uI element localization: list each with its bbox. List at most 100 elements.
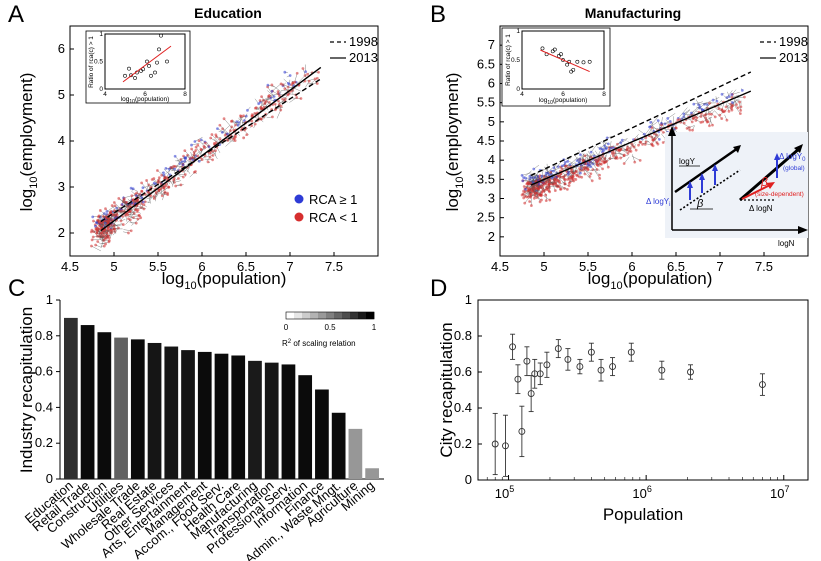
rca-low-point bbox=[267, 94, 271, 98]
rca-low-point bbox=[149, 194, 153, 198]
panel-b-x-ticks: 4.5 5 5.5 6 6.5 7 7.5 bbox=[491, 252, 773, 274]
rca-low-point bbox=[578, 167, 581, 170]
rca-high-point bbox=[131, 187, 135, 191]
rca-low-point bbox=[112, 209, 116, 213]
migration-arrow bbox=[542, 186, 546, 196]
rca-high-point bbox=[648, 125, 651, 129]
panel-a-legend-rca-hi: RCA ≥ 1 bbox=[309, 192, 357, 207]
inset-point bbox=[571, 67, 576, 72]
inset-x-tick-label: 4 bbox=[520, 91, 524, 98]
rca-low-point bbox=[295, 96, 299, 99]
rca-low-point bbox=[661, 141, 665, 144]
x-tick-label: 6.5 bbox=[237, 259, 255, 274]
rca-high-point bbox=[725, 96, 729, 100]
rca-high-point bbox=[692, 102, 696, 106]
rca-low-point bbox=[163, 176, 167, 180]
x-tick-label: 6 bbox=[628, 259, 635, 274]
bar-wholesale-trade bbox=[130, 339, 145, 479]
rca-low-point bbox=[122, 209, 126, 213]
rca-high-point bbox=[91, 215, 95, 219]
x-tick-label: 7.5 bbox=[325, 259, 343, 274]
rca-low-point bbox=[192, 153, 196, 157]
rca-low-point bbox=[735, 103, 738, 107]
panel-a-inset: 4 6 8 0 0.5 1 Ratio of rca(c) > 1 log10(popul… bbox=[85, 30, 191, 105]
rca-high-point bbox=[520, 173, 524, 177]
rca-low-point bbox=[291, 81, 295, 85]
colorbar-tick-label: 1 bbox=[372, 323, 377, 332]
inset-x-tick-label: 4 bbox=[103, 91, 107, 98]
rca-low-point bbox=[157, 178, 161, 182]
x-tick-label: 7.5 bbox=[755, 259, 773, 274]
panel-a-fit-legend: 1998 2013 bbox=[330, 34, 378, 65]
rca-low-point bbox=[218, 137, 222, 141]
rca-low-point bbox=[271, 115, 274, 119]
panel-b-legend-2013: 2013 bbox=[779, 50, 808, 65]
rca-low-point bbox=[307, 79, 311, 83]
rca-low-point bbox=[264, 99, 268, 103]
rca-low-point bbox=[548, 198, 552, 202]
rca-low-point bbox=[277, 99, 280, 103]
inset-point bbox=[141, 67, 145, 72]
migration-arrow bbox=[548, 171, 557, 178]
migration-arrow bbox=[163, 168, 171, 176]
city-point bbox=[518, 427, 526, 435]
rca-low-point bbox=[200, 158, 204, 162]
rca-low-point bbox=[731, 104, 734, 107]
migration-arrow bbox=[113, 223, 123, 227]
rca-high-point bbox=[193, 140, 197, 143]
inset-point bbox=[565, 62, 570, 67]
rca-low-point bbox=[598, 176, 602, 180]
rca-low-point bbox=[209, 136, 213, 140]
rca-low-point bbox=[283, 87, 287, 91]
migration-arrow bbox=[98, 229, 102, 240]
rca-low-point bbox=[273, 102, 277, 106]
inset-x-tick-label: 8 bbox=[183, 91, 187, 98]
rca-low-point bbox=[582, 166, 585, 170]
rca-low-point bbox=[595, 168, 599, 171]
migration-arrow bbox=[521, 172, 532, 176]
rca-high-point bbox=[663, 122, 667, 126]
y-tick-label: 5 bbox=[58, 87, 65, 102]
bar-utilities bbox=[114, 337, 128, 479]
rca-low-point bbox=[279, 82, 283, 86]
migration-arrow bbox=[585, 173, 593, 181]
rca-low-point bbox=[260, 117, 263, 121]
rca-low-point bbox=[586, 167, 590, 171]
rca-high-point bbox=[536, 178, 540, 182]
rca-high-point bbox=[173, 154, 177, 158]
inset-point bbox=[581, 60, 586, 65]
migration-arrow bbox=[631, 155, 641, 161]
inset-point bbox=[147, 64, 151, 68]
inset-point bbox=[559, 52, 563, 57]
rca-low-point bbox=[622, 162, 626, 165]
rca-low-point bbox=[103, 228, 107, 232]
schematic-logY-label: logY bbox=[679, 157, 696, 166]
rca-low-point bbox=[127, 231, 130, 235]
rca-low-point bbox=[650, 143, 654, 147]
rca-low-point bbox=[639, 140, 643, 144]
rca-low-point bbox=[638, 159, 642, 162]
migration-arrow bbox=[114, 224, 124, 227]
bar-real-estate bbox=[147, 342, 162, 479]
rca-low-point bbox=[306, 72, 309, 76]
panel-b: B Manufacturing 4.5 5 5.5 6 6.5 7 7.5 2 2.5 3 3.5… bbox=[430, 1, 809, 292]
migration-arrow bbox=[585, 162, 595, 169]
rca-low-point bbox=[90, 238, 94, 242]
rca-high-point bbox=[568, 163, 572, 166]
rca-low-point bbox=[606, 165, 610, 169]
panel-c-bars bbox=[64, 317, 379, 479]
rca-low-point bbox=[615, 156, 619, 160]
y-tick-label: 0.6 bbox=[454, 364, 472, 379]
rca-low-point bbox=[575, 170, 578, 173]
rca-low-point bbox=[167, 185, 171, 189]
rca-low-point bbox=[595, 162, 599, 166]
migration-arrow bbox=[210, 137, 220, 144]
y-tick-label: 6.5 bbox=[477, 56, 495, 71]
rca-low-point bbox=[281, 97, 285, 101]
rca-low-point bbox=[136, 217, 140, 221]
rca-low-point bbox=[601, 167, 604, 171]
migration-arrow bbox=[546, 181, 556, 184]
panel-a-legend-red-marker bbox=[294, 212, 304, 222]
